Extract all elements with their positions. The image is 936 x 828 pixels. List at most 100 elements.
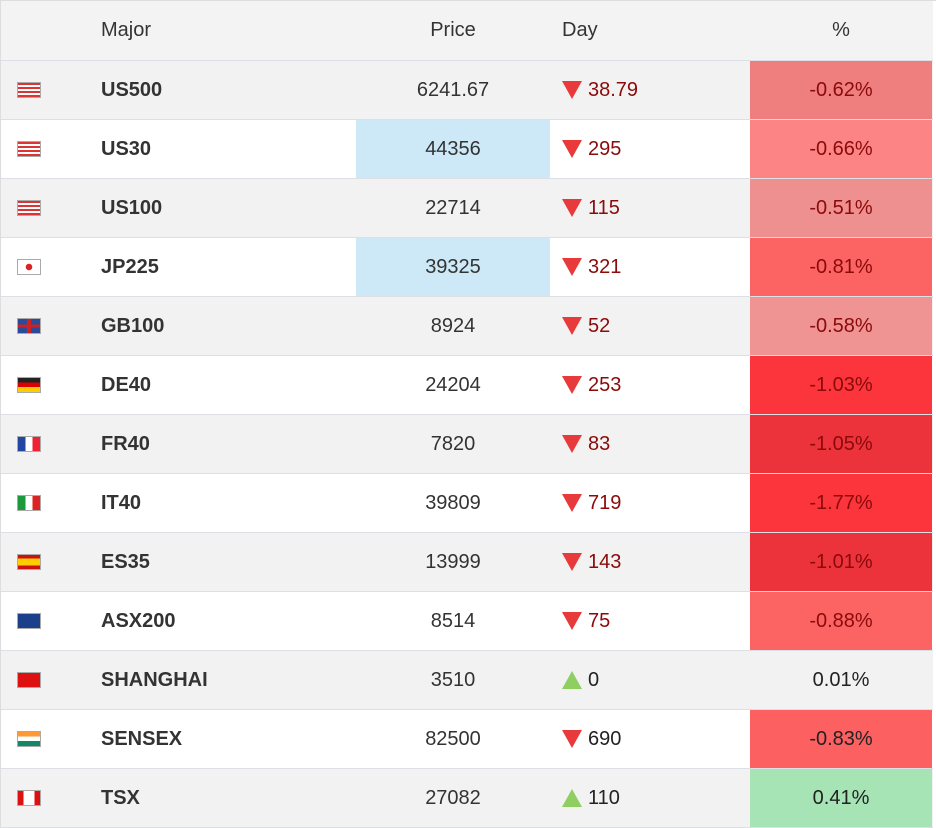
table-row[interactable]: US100 22714 115 -0.51% [1, 179, 933, 238]
index-price: 8924 [430, 314, 476, 337]
arrow-down-icon [562, 553, 582, 571]
day-change-value: 719 [588, 491, 622, 514]
index-price: 27082 [425, 786, 481, 809]
index-name[interactable]: DE40 [101, 373, 152, 396]
index-name[interactable]: US100 [101, 196, 163, 219]
index-name[interactable]: FR40 [101, 432, 150, 455]
day-change-value: 110 [588, 786, 620, 809]
us-flag-icon [17, 141, 41, 157]
index-name[interactable]: JP225 [101, 255, 159, 278]
index-name[interactable]: IT40 [101, 491, 142, 514]
percent-change: -0.66% [750, 120, 932, 178]
header-percent[interactable]: % [832, 19, 850, 41]
arrow-down-icon [562, 730, 582, 748]
day-change: 83 [550, 433, 750, 456]
percent-change: 0.01% [812, 668, 870, 691]
day-change: 0 [550, 669, 750, 692]
day-change: 143 [550, 551, 750, 574]
percent-change: 0.41% [750, 769, 932, 827]
flag-cell [1, 790, 101, 806]
table-row[interactable]: DE40 24204 253 -1.03% [1, 356, 933, 415]
flag-cell [1, 259, 101, 275]
flag-cell [1, 200, 101, 216]
table-row[interactable]: FR40 7820 83 -1.05% [1, 415, 933, 474]
arrow-down-icon [562, 258, 582, 276]
index-price: 6241.67 [416, 78, 490, 101]
table-row[interactable]: TSX 27082 110 0.41% [1, 769, 933, 828]
index-name[interactable]: SHANGHAI [101, 668, 208, 691]
table-row[interactable]: IT40 39809 719 -1.77% [1, 474, 933, 533]
index-name[interactable]: GB100 [101, 314, 165, 337]
header-day[interactable]: Day [562, 19, 598, 41]
day-change-value: 143 [588, 550, 622, 573]
index-price: 8514 [430, 609, 476, 632]
index-price: 39809 [425, 491, 481, 514]
index-name[interactable]: SENSEX [101, 727, 183, 750]
arrow-up-icon [562, 789, 582, 807]
flag-cell [1, 318, 101, 334]
flag-cell [1, 613, 101, 629]
de-flag-icon [17, 377, 41, 393]
day-change: 38.79 [550, 79, 750, 102]
flag-cell [1, 141, 101, 157]
arrow-down-icon [562, 494, 582, 512]
it-flag-icon [17, 495, 41, 511]
arrow-down-icon [562, 435, 582, 453]
percent-change: -0.51% [750, 179, 932, 237]
day-change-value: 253 [588, 373, 622, 396]
table-row[interactable]: US500 6241.67 38.79 -0.62% [1, 61, 933, 120]
au-flag-icon [17, 613, 41, 629]
day-change-value: 0 [588, 668, 600, 691]
arrow-down-icon [562, 612, 582, 630]
percent-change: -1.01% [750, 533, 932, 591]
index-price: 24204 [425, 373, 481, 396]
day-change-value: 690 [588, 727, 622, 750]
header-major[interactable]: Major [101, 19, 152, 41]
table-row[interactable]: SHANGHAI 3510 0 0.01% [1, 651, 933, 710]
percent-change: -0.62% [750, 61, 932, 119]
index-name[interactable]: ASX200 [101, 609, 176, 632]
day-change-value: 83 [588, 432, 611, 455]
percent-change: -1.03% [750, 356, 932, 414]
table-row[interactable]: GB100 8924 52 -0.58% [1, 297, 933, 356]
index-name[interactable]: TSX [101, 786, 140, 809]
gb-flag-icon [17, 318, 41, 334]
day-change-value: 115 [588, 196, 620, 219]
index-name[interactable]: US500 [101, 78, 163, 101]
flag-cell [1, 554, 101, 570]
es-flag-icon [17, 554, 41, 570]
day-change: 321 [550, 256, 750, 279]
table-row[interactable]: ASX200 8514 75 -0.88% [1, 592, 933, 651]
table-row[interactable]: ES35 13999 143 -1.01% [1, 533, 933, 592]
jp-flag-icon [17, 259, 41, 275]
day-change-value: 52 [588, 314, 611, 337]
flag-cell [1, 731, 101, 747]
table-row[interactable]: SENSEX 82500 690 -0.83% [1, 710, 933, 769]
index-price: 22714 [425, 196, 481, 219]
day-change-value: 321 [588, 255, 622, 278]
day-change-value: 38.79 [588, 78, 639, 101]
percent-change: -0.58% [750, 297, 932, 355]
table-row[interactable]: US30 44356 295 -0.66% [1, 120, 933, 179]
index-name[interactable]: US30 [101, 137, 152, 160]
in-flag-icon [17, 731, 41, 747]
index-name[interactable]: ES35 [101, 550, 150, 573]
header-price[interactable]: Price [430, 19, 476, 41]
flag-cell [1, 377, 101, 393]
day-change-value: 295 [588, 137, 622, 160]
flag-cell [1, 82, 101, 98]
arrow-down-icon [562, 140, 582, 158]
flag-cell [1, 436, 101, 452]
flag-cell [1, 495, 101, 511]
table-header: Major Price Day % [1, 1, 933, 61]
percent-change: -0.88% [750, 592, 932, 650]
table-row[interactable]: JP225 39325 321 -0.81% [1, 238, 933, 297]
day-change: 75 [550, 610, 750, 633]
fr-flag-icon [17, 436, 41, 452]
us-flag-icon [17, 82, 41, 98]
arrow-down-icon [562, 81, 582, 99]
index-price: 3510 [430, 668, 476, 691]
percent-change: -1.05% [750, 415, 932, 473]
us-flag-icon [17, 200, 41, 216]
